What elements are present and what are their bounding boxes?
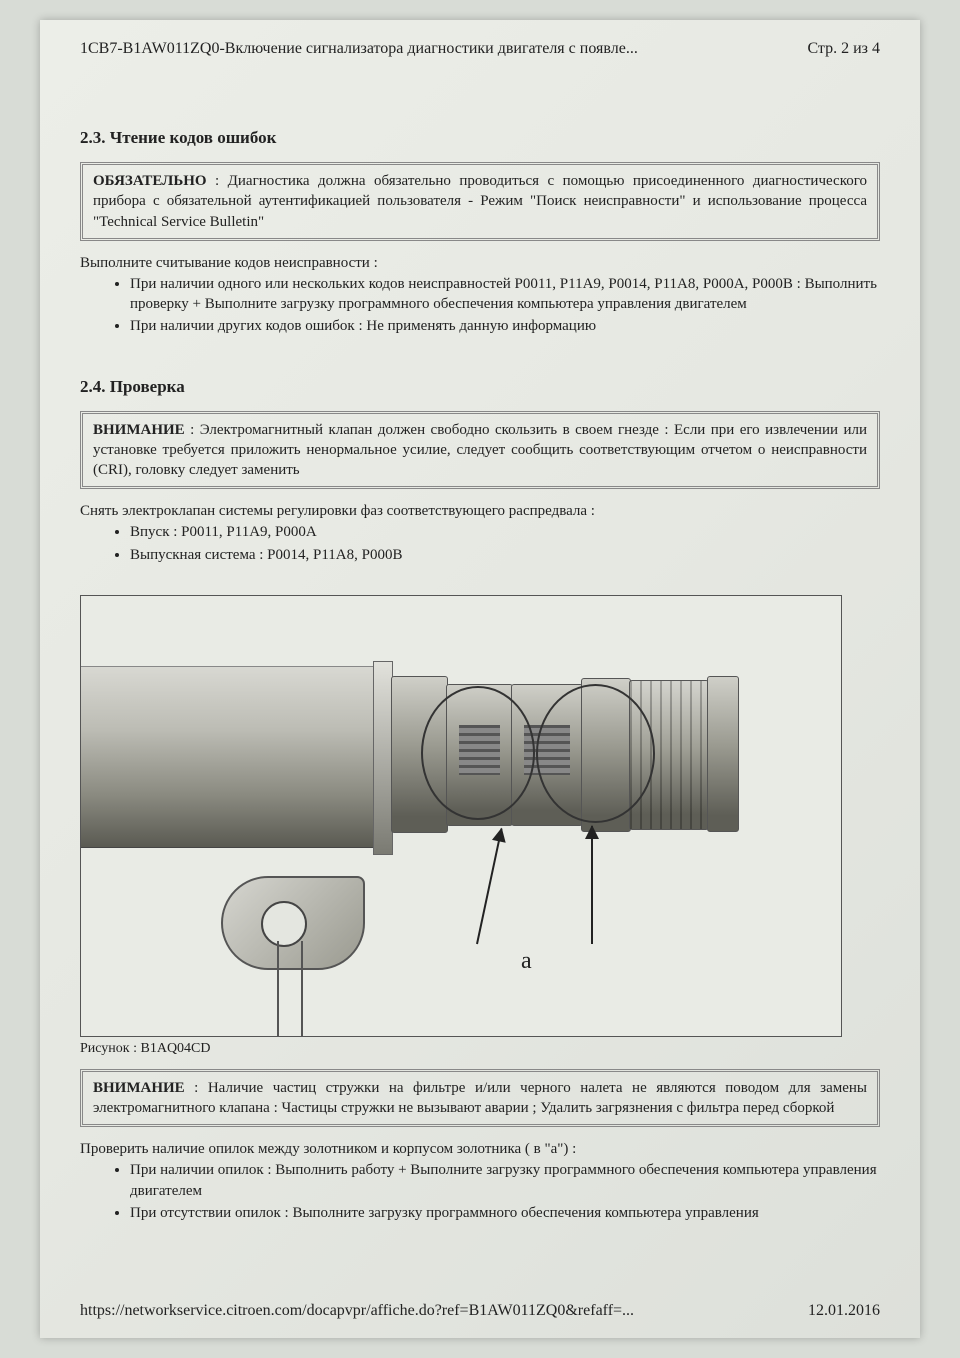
attention-callout-1: ВНИМАНИЕ : Электромагнитный клапан долже… <box>80 411 880 490</box>
footer-url: https://networkservice.citroen.com/docap… <box>80 1302 634 1320</box>
inspection-circle <box>536 684 655 823</box>
mandatory-callout: ОБЯЗАТЕЛЬНО : Диагностика должна обязате… <box>80 162 880 241</box>
page-number: Стр. 2 из 4 <box>807 40 880 58</box>
list-item: При наличии одного или нескольких кодов … <box>130 274 880 315</box>
section-2-4-bullets2: При наличии опилок : Выполнить работу + … <box>80 1160 880 1223</box>
attention-callout-2: ВНИМАНИЕ : Наличие частиц стружки на фил… <box>80 1069 880 1128</box>
list-item: Выпускная система : P0014, P11A8, P000B <box>130 545 880 565</box>
list-item: При наличии других кодов ошибок : Не при… <box>130 316 880 336</box>
list-item: При наличии опилок : Выполнить работу + … <box>130 1160 880 1201</box>
figure-caption: Рисунок : B1AQ04CD <box>80 1041 880 1057</box>
list-item: При отсутствии опилок : Выполните загруз… <box>130 1203 880 1223</box>
document-page: 1CB7-B1AW011ZQ0-Включение сигнализатора … <box>40 20 920 1338</box>
section-2-4-title: 2.4. Проверка <box>80 377 880 397</box>
arrow-icon <box>591 826 593 944</box>
callout-text: : Наличие частиц стружки на фильтре и/ил… <box>93 1080 867 1116</box>
callout-text: : Электромагнитный клапан должен свободн… <box>93 422 867 479</box>
list-item: Впуск : P0011, P11A9, P000A <box>130 522 880 542</box>
inspection-circle <box>421 686 535 820</box>
footer-date: 12.01.2016 <box>808 1302 880 1320</box>
callout-label: ВНИМАНИЕ <box>93 1080 185 1096</box>
page-header: 1CB7-B1AW011ZQ0-Включение сигнализатора … <box>80 40 880 58</box>
section-2-4-para1: Снять электроклапан системы регулировки … <box>80 503 880 520</box>
callout-label: ВНИМАНИЕ <box>93 422 185 438</box>
section-2-4-bullets1: Впуск : P0011, P11A9, P000A Выпускная си… <box>80 522 880 565</box>
valve-bracket <box>221 846 371 1016</box>
section-2-3-bullets: При наличии одного или нескольких кодов … <box>80 274 880 337</box>
section-2-3-intro: Выполните считывание кодов неисправности… <box>80 255 880 272</box>
bracket-wire <box>277 941 303 1037</box>
valve-body-shape <box>81 666 381 848</box>
section-2-3-title: 2.3. Чтение кодов ошибок <box>80 128 880 148</box>
section-2-4-para2: Проверить наличие опилок между золотнико… <box>80 1141 880 1158</box>
figure-valve: a <box>80 595 842 1037</box>
doc-id: 1CB7-B1AW011ZQ0-Включение сигнализатора … <box>80 40 638 58</box>
bracket-hole <box>261 901 307 947</box>
arrow-icon <box>476 828 502 944</box>
callout-text: : Диагностика должна обязательно проводи… <box>93 173 867 230</box>
valve-segment <box>707 676 739 832</box>
page-footer: https://networkservice.citroen.com/docap… <box>80 1302 880 1320</box>
callout-label: ОБЯЗАТЕЛЬНО <box>93 173 207 189</box>
figure-label-a: a <box>521 948 532 975</box>
